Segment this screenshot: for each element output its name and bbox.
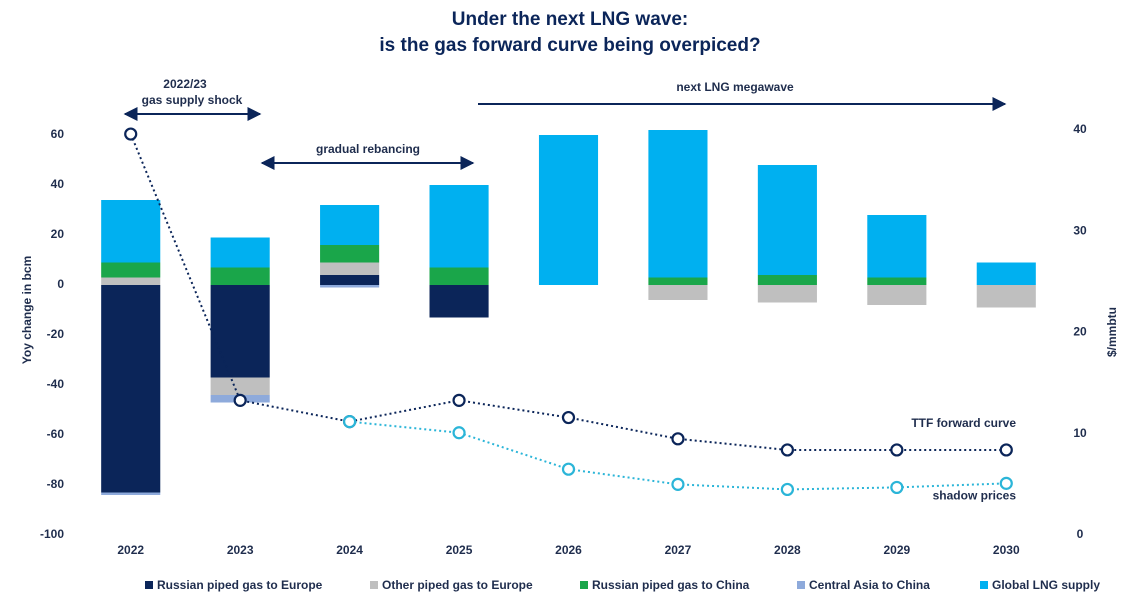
- line-marker: [999, 443, 1013, 457]
- legend-swatch: [797, 581, 805, 589]
- bar: [976, 285, 1036, 308]
- bar: [210, 377, 270, 395]
- legend-label: Russian piped gas to China: [592, 578, 750, 592]
- x-tick-label: 2022: [117, 543, 144, 557]
- y-tick-label: -20: [47, 327, 65, 341]
- x-tick-label: 2027: [665, 543, 692, 557]
- line-marker: [671, 477, 685, 491]
- bar: [757, 275, 817, 285]
- y2-tick-label: 30: [1073, 223, 1087, 237]
- y2-tick-label: 40: [1073, 122, 1087, 136]
- legend-label: Russian piped gas to Europe: [157, 578, 323, 592]
- legend-label: Other piped gas to Europe: [382, 578, 533, 592]
- bar: [320, 285, 380, 288]
- x-tick-label: 2024: [336, 543, 363, 557]
- legend-label: Central Asia to China: [809, 578, 930, 592]
- y-tick-label: 20: [51, 227, 65, 241]
- bar: [429, 185, 489, 268]
- legend-swatch: [580, 581, 588, 589]
- y-tick-label: 40: [51, 177, 65, 191]
- bar: [210, 285, 270, 378]
- bar: [429, 285, 489, 318]
- bar: [648, 285, 708, 300]
- y-axis-label: Yoy change in bcm: [20, 256, 34, 364]
- y2-tick-label: 0: [1077, 527, 1084, 541]
- bar: [867, 285, 927, 305]
- line-marker: [233, 393, 247, 407]
- y2-tick-label: 20: [1073, 325, 1087, 339]
- y-tick-label: -100: [40, 527, 64, 541]
- bar: [429, 267, 489, 285]
- x-tick-label: 2026: [555, 543, 582, 557]
- bar: [210, 237, 270, 268]
- y2-tick-label: 10: [1073, 426, 1087, 440]
- legend-swatch: [980, 581, 988, 589]
- legend-swatch: [370, 581, 378, 589]
- annotation: gradual rebancing: [316, 142, 420, 156]
- line-marker: [780, 443, 794, 457]
- line-marker: [343, 415, 357, 429]
- bar: [101, 492, 161, 495]
- bar: [538, 135, 599, 285]
- bar: [210, 267, 270, 285]
- bar: [320, 262, 380, 275]
- line-marker: [890, 480, 904, 495]
- annotation: next LNG megawave: [676, 80, 794, 94]
- bar: [101, 285, 161, 493]
- y-tick-label: -40: [47, 377, 65, 391]
- chart-title: Under the next LNG wave:: [452, 9, 689, 30]
- bar: [101, 277, 161, 285]
- line-label: TTF forward curve: [911, 416, 1016, 430]
- bar: [757, 285, 817, 303]
- line-marker: [671, 432, 685, 446]
- bar: [976, 262, 1036, 285]
- line-marker: [890, 443, 904, 457]
- y-tick-label: 0: [57, 277, 64, 291]
- line-label: shadow prices: [933, 489, 1017, 503]
- line-marker: [999, 476, 1013, 490]
- bar: [101, 262, 161, 278]
- y-tick-label: 60: [51, 127, 65, 141]
- x-tick-label: 2030: [993, 543, 1020, 557]
- y2-axis-label: $/mmbtu: [1105, 307, 1119, 357]
- bar: [320, 205, 380, 245]
- bar: [867, 277, 927, 285]
- line-marker: [124, 127, 138, 141]
- x-tick-label: 2028: [774, 543, 801, 557]
- chart-title: is the gas forward curve being overpiced…: [379, 35, 760, 56]
- bar: [648, 277, 708, 285]
- line-marker: [452, 393, 466, 407]
- bar: [648, 130, 708, 278]
- bar: [867, 215, 927, 278]
- bar: [320, 245, 380, 263]
- annotation: 2022/23: [163, 77, 207, 91]
- annotation: gas supply shock: [142, 93, 243, 107]
- x-tick-label: 2029: [883, 543, 910, 557]
- bar: [757, 165, 817, 275]
- bar: [101, 200, 161, 263]
- legend-label: Global LNG supply: [992, 578, 1100, 592]
- legend-swatch: [145, 581, 153, 589]
- x-tick-label: 2023: [227, 543, 254, 557]
- line-marker: [561, 410, 576, 425]
- line-marker: [452, 426, 466, 440]
- y-tick-label: -80: [47, 477, 65, 491]
- bar: [320, 275, 380, 285]
- x-tick-label: 2025: [446, 543, 473, 557]
- y-tick-label: -60: [47, 427, 65, 441]
- line-marker: [780, 482, 794, 497]
- line-marker: [561, 462, 576, 476]
